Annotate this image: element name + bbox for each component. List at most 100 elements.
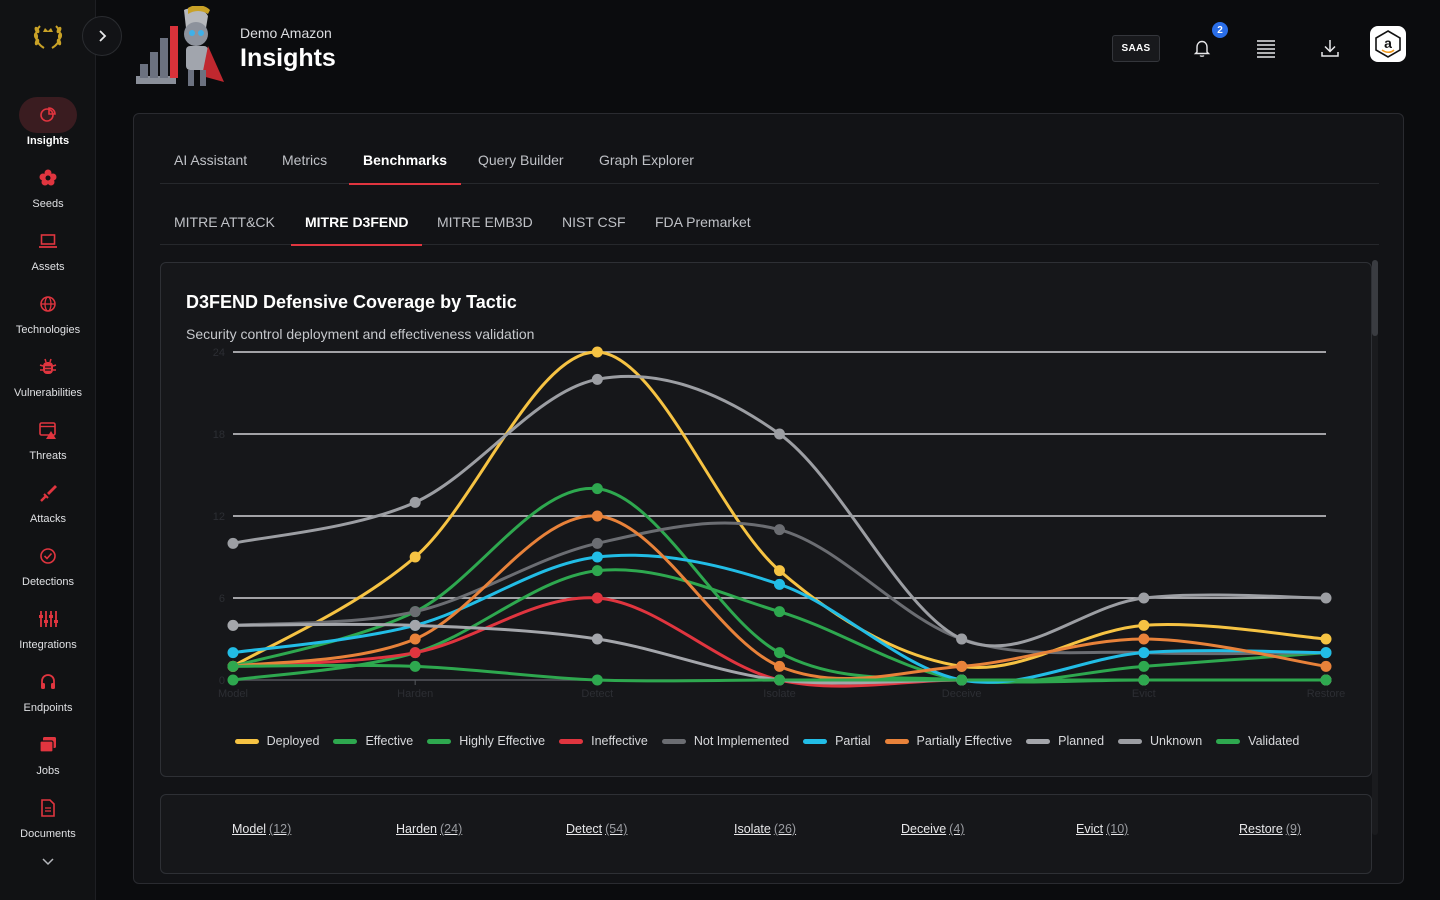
tactic-count: (12) — [269, 822, 292, 836]
data-point-partial — [1138, 647, 1150, 659]
data-point-unknown — [409, 496, 421, 508]
alert-window-icon — [39, 422, 56, 439]
benchmark-subtabs: MITRE ATT&CK MITRE D3FEND MITRE EMB3D NIST … — [160, 184, 1379, 246]
download-button[interactable] — [1316, 34, 1344, 62]
legend-item[interactable]: Planned — [1026, 734, 1104, 748]
sidebar-item-label: Insights — [26, 135, 70, 147]
sidebar-item-label: Assets — [31, 261, 65, 273]
legend-item[interactable]: Deployed — [234, 734, 319, 748]
sidebar-item-seeds[interactable]: Seeds — [0, 160, 96, 220]
sidebar-item-technologies[interactable]: Technologies — [0, 286, 96, 346]
sidebar-collapse-button[interactable] — [82, 16, 122, 56]
tab-query-builder[interactable]: Query Builder — [478, 152, 564, 168]
legend-swatch — [234, 738, 259, 744]
tactic-link-model[interactable]: Model (12) — [232, 822, 291, 836]
sidebar-item-jobs[interactable]: Jobs — [0, 727, 96, 787]
sidebar-item-documents[interactable]: Documents — [0, 790, 96, 850]
panel-scrollbar[interactable] — [1372, 260, 1378, 835]
legend-item[interactable]: Highly Effective — [427, 734, 545, 748]
tab-ai-assistant[interactable]: AI Assistant — [174, 152, 248, 168]
data-point-partial — [591, 551, 603, 563]
data-point-planned — [409, 619, 421, 631]
chart-subtitle: Security control deployment and effectiv… — [186, 326, 535, 342]
tactic-link-isolate[interactable]: Isolate (26) — [734, 822, 796, 836]
notifications-button[interactable] — [1188, 34, 1216, 62]
tactic-link-harden[interactable]: Harden (24) — [396, 822, 462, 836]
org-name: Demo Amazon — [240, 25, 332, 41]
sidebar-item-integrations[interactable]: Integrations — [0, 601, 96, 661]
legend-item[interactable]: Not Implemented — [661, 734, 790, 748]
sidebar-item-label: Technologies — [15, 324, 81, 336]
data-point-not-implemented — [591, 537, 603, 549]
tactic-summary-card: Model (12) Harden (24) Detect (54) Isolate (26)… — [160, 794, 1372, 874]
subtab-fda-premarket[interactable]: FDA Premarket — [655, 214, 751, 230]
data-point-partially-effective — [409, 633, 421, 645]
sidebar-item-assets[interactable]: Assets — [0, 223, 96, 283]
legend-swatch — [333, 738, 358, 744]
legend-item[interactable]: Validated — [1216, 734, 1299, 748]
data-point-effective — [591, 483, 603, 495]
laurel-logo-icon[interactable] — [28, 16, 68, 56]
legend-label: Partially Effective — [916, 734, 1013, 748]
x-tick-label: Evict — [1132, 688, 1156, 700]
data-point-partial — [227, 647, 239, 659]
chart-title: D3FEND Defensive Coverage by Tactic — [186, 292, 517, 312]
data-point-deployed — [591, 346, 603, 358]
legend-swatch — [803, 738, 828, 744]
data-point-highly-effective — [591, 565, 603, 577]
legend-item[interactable]: Partial — [803, 734, 871, 748]
sidebar-item-label: Detections — [22, 576, 74, 588]
sidebar-item-vulnerabilities[interactable]: Vulnerabilities — [0, 349, 96, 409]
sidebar-item-insights[interactable]: Insights — [0, 97, 96, 157]
tactic-name: Isolate — [734, 822, 771, 836]
legend-label: Unknown — [1150, 734, 1203, 748]
saas-badge[interactable]: SAAS — [1112, 35, 1160, 62]
y-tick-label: 12 — [213, 511, 225, 523]
sidebar-item-endpoints[interactable]: Endpoints — [0, 664, 96, 724]
y-tick-label: 0 — [219, 675, 225, 687]
x-tick-label: Restore — [1307, 688, 1346, 700]
sidebar-item-threats[interactable]: Threats — [0, 412, 96, 472]
legend-swatch — [1026, 738, 1051, 744]
legend-item[interactable]: Partially Effective — [884, 734, 1013, 748]
tactic-link-detect[interactable]: Detect (54) — [566, 822, 627, 836]
tactic-count: (4) — [949, 822, 965, 836]
download-icon — [1321, 40, 1339, 57]
org-avatar[interactable]: a — [1370, 26, 1406, 62]
data-point-highly-effective — [774, 606, 785, 618]
legend-item[interactable]: Effective — [333, 734, 413, 748]
tab-benchmarks[interactable]: Benchmarks — [348, 152, 462, 185]
y-tick-label: 6 — [219, 593, 225, 605]
tab-graph-explorer[interactable]: Graph Explorer — [599, 152, 694, 168]
data-point-unknown — [956, 633, 968, 645]
subtab-nist-csf[interactable]: NIST CSF — [562, 214, 626, 230]
tactic-name: Evict — [1076, 822, 1104, 836]
laptop-icon — [39, 234, 57, 248]
legend-label: Effective — [365, 734, 414, 748]
subtab-mitre-d3fend[interactable]: MITRE D3FEND — [290, 214, 423, 246]
tab-metrics[interactable]: Metrics — [282, 152, 328, 168]
main-tabs: AI Assistant Metrics Benchmarks Query Build… — [160, 114, 1379, 185]
sidebar-item-detections[interactable]: Detections — [0, 538, 96, 598]
avatar-letter: a — [1384, 35, 1392, 51]
sidebar-item-attacks[interactable]: Attacks — [0, 475, 96, 535]
tactic-link-evict[interactable]: Evict (10) — [1076, 822, 1128, 836]
data-point-partially-effective — [956, 660, 968, 672]
legend-item[interactable]: Unknown — [1118, 734, 1202, 748]
document-icon — [41, 799, 55, 817]
legend-item[interactable]: Ineffective — [559, 734, 648, 748]
tactic-link-deceive[interactable]: Deceive (4) — [901, 822, 964, 836]
chevron-down-icon[interactable] — [38, 852, 58, 872]
data-point-partially-effective — [591, 510, 603, 522]
subtab-mitre-att-ck[interactable]: MITRE ATT&CK — [174, 214, 275, 230]
data-point-ineffective — [409, 647, 421, 659]
legend-label: Ineffective — [591, 734, 648, 748]
server-list-button[interactable] — [1252, 34, 1280, 62]
scrollbar-thumb[interactable] — [1372, 260, 1378, 336]
tactic-link-restore[interactable]: Restore (9) — [1239, 822, 1301, 836]
legend-label: Not Implemented — [693, 734, 790, 748]
check-circle-icon — [40, 548, 56, 564]
subtab-mitre-emb3d[interactable]: MITRE EMB3D — [437, 214, 533, 230]
legend-label: Highly Effective — [459, 734, 546, 748]
data-point-unknown — [591, 373, 603, 385]
